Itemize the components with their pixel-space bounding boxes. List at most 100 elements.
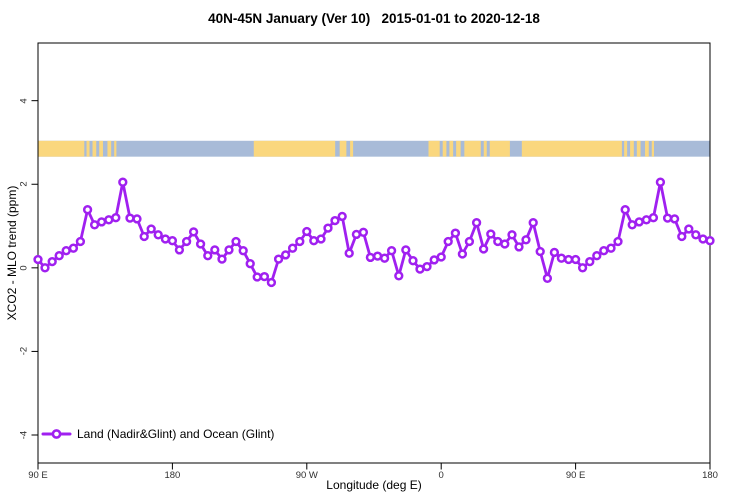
data-point-marker — [684, 224, 694, 234]
data-point-marker — [556, 253, 567, 263]
legend-circle-icon — [51, 429, 62, 439]
data-point-marker — [599, 246, 609, 256]
y-tick-label: 2 — [18, 181, 30, 187]
data-point-marker — [287, 243, 298, 253]
y-tick-label: -4 — [18, 430, 30, 440]
x-tick-label: 90 W — [295, 470, 318, 481]
land-band-segment — [449, 140, 454, 157]
data-point-marker — [160, 234, 171, 244]
data-point-marker — [210, 245, 220, 255]
data-point-marker — [323, 223, 333, 233]
data-point-marker — [521, 235, 531, 245]
data-point-marker — [33, 254, 43, 265]
data-point-marker — [570, 254, 581, 265]
land-band-segment — [636, 140, 641, 157]
data-point-marker — [125, 213, 135, 223]
data-point-marker — [606, 243, 616, 253]
data-point-marker — [309, 236, 319, 246]
x-tick-label: 0 — [438, 470, 444, 481]
land-band-segment — [442, 140, 447, 157]
data-point-marker — [436, 252, 446, 262]
data-point-marker — [203, 251, 213, 261]
data-point-marker — [457, 249, 468, 259]
data-point-marker — [195, 239, 206, 249]
land-band-segment — [92, 140, 97, 157]
land-band-segment — [651, 140, 654, 157]
y-tick-label: 4 — [18, 98, 30, 104]
data-point-marker — [379, 253, 390, 263]
data-point-marker — [146, 224, 156, 234]
data-point-marker — [295, 236, 305, 247]
x-tick-label: 90 E — [28, 470, 48, 481]
data-point-marker — [224, 245, 234, 255]
data-point-marker — [542, 273, 553, 283]
land-band-segment — [38, 140, 85, 157]
data-point-marker — [132, 214, 142, 224]
data-point-marker — [96, 217, 107, 227]
data-point-marker — [365, 252, 376, 263]
data-point-marker — [422, 261, 432, 272]
data-point-marker — [549, 247, 560, 258]
land-band-segment — [350, 140, 354, 157]
data-point-marker — [634, 217, 644, 227]
data-point-marker — [280, 250, 291, 260]
land-band-segment — [489, 140, 510, 157]
data-point-marker — [68, 243, 79, 253]
data-point-marker — [514, 242, 524, 252]
data-point-marker — [450, 228, 461, 238]
data-point-marker — [528, 218, 538, 228]
data-point-marker — [592, 251, 602, 261]
data-point-marker — [386, 246, 397, 256]
land-band-segment — [99, 140, 103, 157]
land-band-segment — [339, 140, 347, 157]
land-band-segment — [86, 140, 90, 157]
data-point-marker — [75, 236, 86, 247]
x-tick-label: 180 — [702, 470, 718, 481]
data-point-marker — [118, 177, 128, 187]
data-point-marker — [443, 236, 453, 247]
data-point-marker — [139, 231, 149, 242]
data-point-marker — [648, 213, 659, 223]
y-axis-label: XCO2 - MLO trend (ppm) — [5, 185, 19, 321]
land-band-segment — [645, 140, 649, 157]
data-point-marker — [259, 271, 270, 282]
data-point-marker — [613, 236, 623, 247]
data-point-marker — [655, 177, 666, 187]
data-point-marker — [669, 214, 680, 224]
data-point-marker — [167, 236, 178, 246]
data-point-marker — [705, 236, 715, 246]
data-point-marker — [337, 211, 347, 222]
data-point-marker — [153, 230, 163, 240]
data-point-marker — [585, 256, 595, 267]
data-point-marker — [500, 239, 510, 249]
data-point-marker — [535, 246, 545, 257]
data-point-marker — [358, 227, 369, 237]
land-band-segment — [253, 140, 336, 157]
data-point-marker — [691, 230, 701, 240]
data-point-marker — [401, 245, 411, 255]
data-point-marker — [620, 205, 630, 215]
data-point-marker — [245, 259, 255, 269]
data-point-marker — [188, 227, 199, 237]
land-band-segment — [428, 140, 440, 157]
data-point-marker — [231, 236, 241, 247]
plot-title: 40N-45N January (Ver 10) 2015-01-01 to 2… — [208, 11, 540, 26]
data-point-marker — [394, 271, 404, 281]
y-tick-label: -2 — [18, 347, 30, 356]
data-point-marker — [316, 234, 326, 244]
data-point-marker — [408, 256, 418, 266]
data-point-marker — [111, 213, 121, 223]
x-tick-label: 180 — [164, 470, 181, 481]
data-point-marker — [217, 254, 227, 264]
data-point-marker — [181, 236, 192, 247]
data-point-marker — [478, 244, 489, 254]
land-band-segment — [107, 140, 112, 157]
data-point-marker — [47, 256, 57, 267]
data-point-marker — [174, 245, 185, 255]
land-band-segment — [483, 140, 487, 157]
data-point-marker — [507, 230, 517, 240]
land-band-segment — [630, 140, 634, 157]
land-band-segment — [456, 140, 461, 157]
data-point-marker — [266, 277, 277, 288]
